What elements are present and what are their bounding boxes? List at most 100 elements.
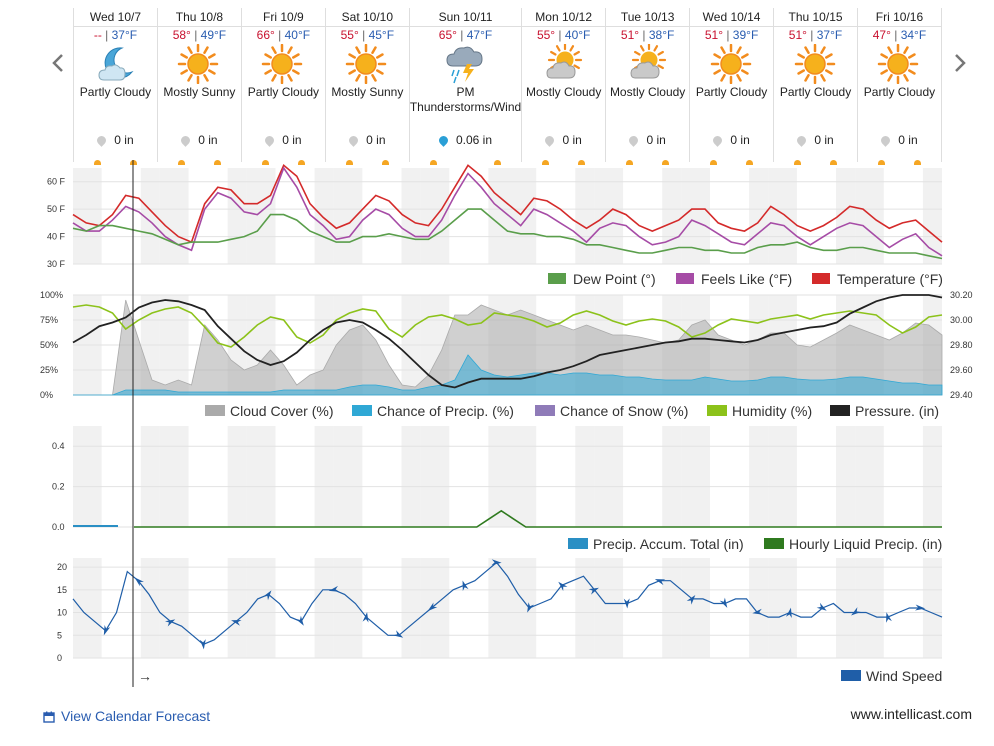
series-line-dew [72,208,943,260]
high-temp: 66° [256,28,275,42]
high-temp: 65° [438,28,457,42]
legend-label: Precip. Accum. Total (in) [593,536,744,552]
day-temps: -- | 37°F [74,27,157,43]
temp-separator: | [890,28,901,42]
night-band [227,426,247,527]
sunset-icon [381,160,389,165]
sunrise-icon [429,160,437,165]
condition-text: Partly Cloudy [247,85,320,99]
day-column[interactable]: Wed 10/7 -- | 37°F Partly Cloudy 0 in [73,8,157,165]
y-tick-label: 0 [57,653,62,663]
night-band [922,558,942,658]
wind-speed-line [72,561,943,646]
night-band [681,426,710,527]
moon-cloud-icon [74,43,157,85]
precip-value: 0 in [282,133,302,147]
day-column[interactable]: Tue 10/13 51° | 38°F Mostly Cloudy 0 in [605,8,690,165]
wind-direction-arrow [816,602,827,611]
condition-text: Partly Cloudy [695,85,768,99]
wind-direction-arrow [231,619,242,626]
day-temps: 55° | 40°F [522,27,605,43]
sun-times [858,160,941,165]
high-temp: 55° [340,28,359,42]
precip-amount: 0 in [242,133,325,148]
prev-arrow[interactable] [46,45,70,81]
y-tick-label-left: 50% [40,340,58,350]
night-band [401,558,421,658]
low-temp: 39°F [732,28,759,42]
day-column[interactable]: Mon 10/12 55° | 40°F Mostly Cloudy 0 in [521,8,606,165]
precip-chance-area [73,354,943,396]
precip-amount: 0.06 in [410,133,521,148]
wind-direction-arrow [719,597,728,608]
sun-icon [242,43,325,85]
night-band [333,558,363,658]
y-tick-label: 10 [57,608,67,618]
time-arrow-label: → [138,668,152,684]
sun-times [522,160,605,165]
legend-label: Hourly Liquid Precip. (in) [789,536,942,552]
day-column[interactable]: Fri 10/9 66° | 40°F Partly Cloudy 0 in [240,8,325,165]
sun-times [326,160,409,165]
day-column[interactable]: Wed 10/14 51° | 39°F Partly Cloudy 0 in [689,8,774,165]
night-band [594,426,624,527]
night-band [768,426,797,527]
sunrise-icon [177,160,185,165]
wind-direction-arrow [588,587,599,595]
night-band [507,168,537,264]
night-band [333,168,363,264]
night-band [140,168,160,264]
day-column[interactable]: Fri 10/16 47° | 34°F Partly Cloudy 0 in [857,8,942,165]
high-temp: 51° [788,28,807,42]
legend-label: Pressure. (in) [855,403,939,419]
precip-amount: 0 in [774,133,857,148]
precip-value: 0 in [646,133,666,147]
precip-value: 0 in [114,133,134,147]
night-band [662,168,682,264]
day-column[interactable]: Sun 10/11 65° | 47°F PM Thunderstorms/Wi… [408,8,522,165]
y-tick-label: 50 F [47,204,66,214]
sunrise-icon [261,160,269,165]
precip-value: 0 in [198,133,218,147]
y-tick-label: 0.2 [52,482,65,492]
night-band [507,558,537,658]
legend-label: Feels Like (°F) [701,271,792,287]
legend-swatch [548,273,566,284]
legend-label: Cloud Cover (%) [230,403,333,419]
legend-swatch [205,405,225,416]
humidity-line [72,304,943,348]
sunset-icon [578,160,586,165]
y-tick-label: 60 F [47,177,66,187]
low-temp: 37°F [111,28,138,42]
legend-swatch [812,273,830,284]
y-tick-label-left: 100% [40,290,63,300]
y-tick-label: 40 F [47,232,66,242]
sun-times [606,160,689,165]
temp-separator: | [101,28,112,42]
condition-text: Partly Cloudy [779,85,852,99]
raindrop-icon [711,134,725,148]
wind-direction-arrow [427,602,438,612]
sun-times [242,160,325,165]
night-band [140,558,160,658]
legend-swatch [535,405,555,416]
temp-separator: | [190,28,201,42]
precip-amount: 0 in [858,133,941,148]
y-tick-label-right: 30.20 [950,290,973,300]
calendar-icon [43,710,55,723]
day-column[interactable]: Thu 10/8 58° | 49°F Mostly Sunny 0 in [156,8,241,165]
day-column[interactable]: Thu 10/15 51° | 37°F Partly Cloudy 0 in [773,8,857,165]
view-calendar-forecast-link[interactable]: View Calendar Forecast [43,708,210,724]
night-band [488,426,508,527]
sun-icon [158,43,241,85]
day-forecast-strip: Wed 10/7 -- | 37°F Partly Cloudy 0 in Th… [73,8,942,165]
wind-direction-arrow [886,612,892,623]
high-temp: 51° [704,28,723,42]
raindrop-icon [543,134,557,148]
precip-value: 0 in [562,133,582,147]
night-band [749,558,769,658]
next-arrow[interactable] [948,45,972,81]
sun-times [410,160,521,165]
night-band [681,558,710,658]
day-column[interactable]: Sat 10/10 55° | 45°F Mostly Sunny 0 in [324,8,409,165]
